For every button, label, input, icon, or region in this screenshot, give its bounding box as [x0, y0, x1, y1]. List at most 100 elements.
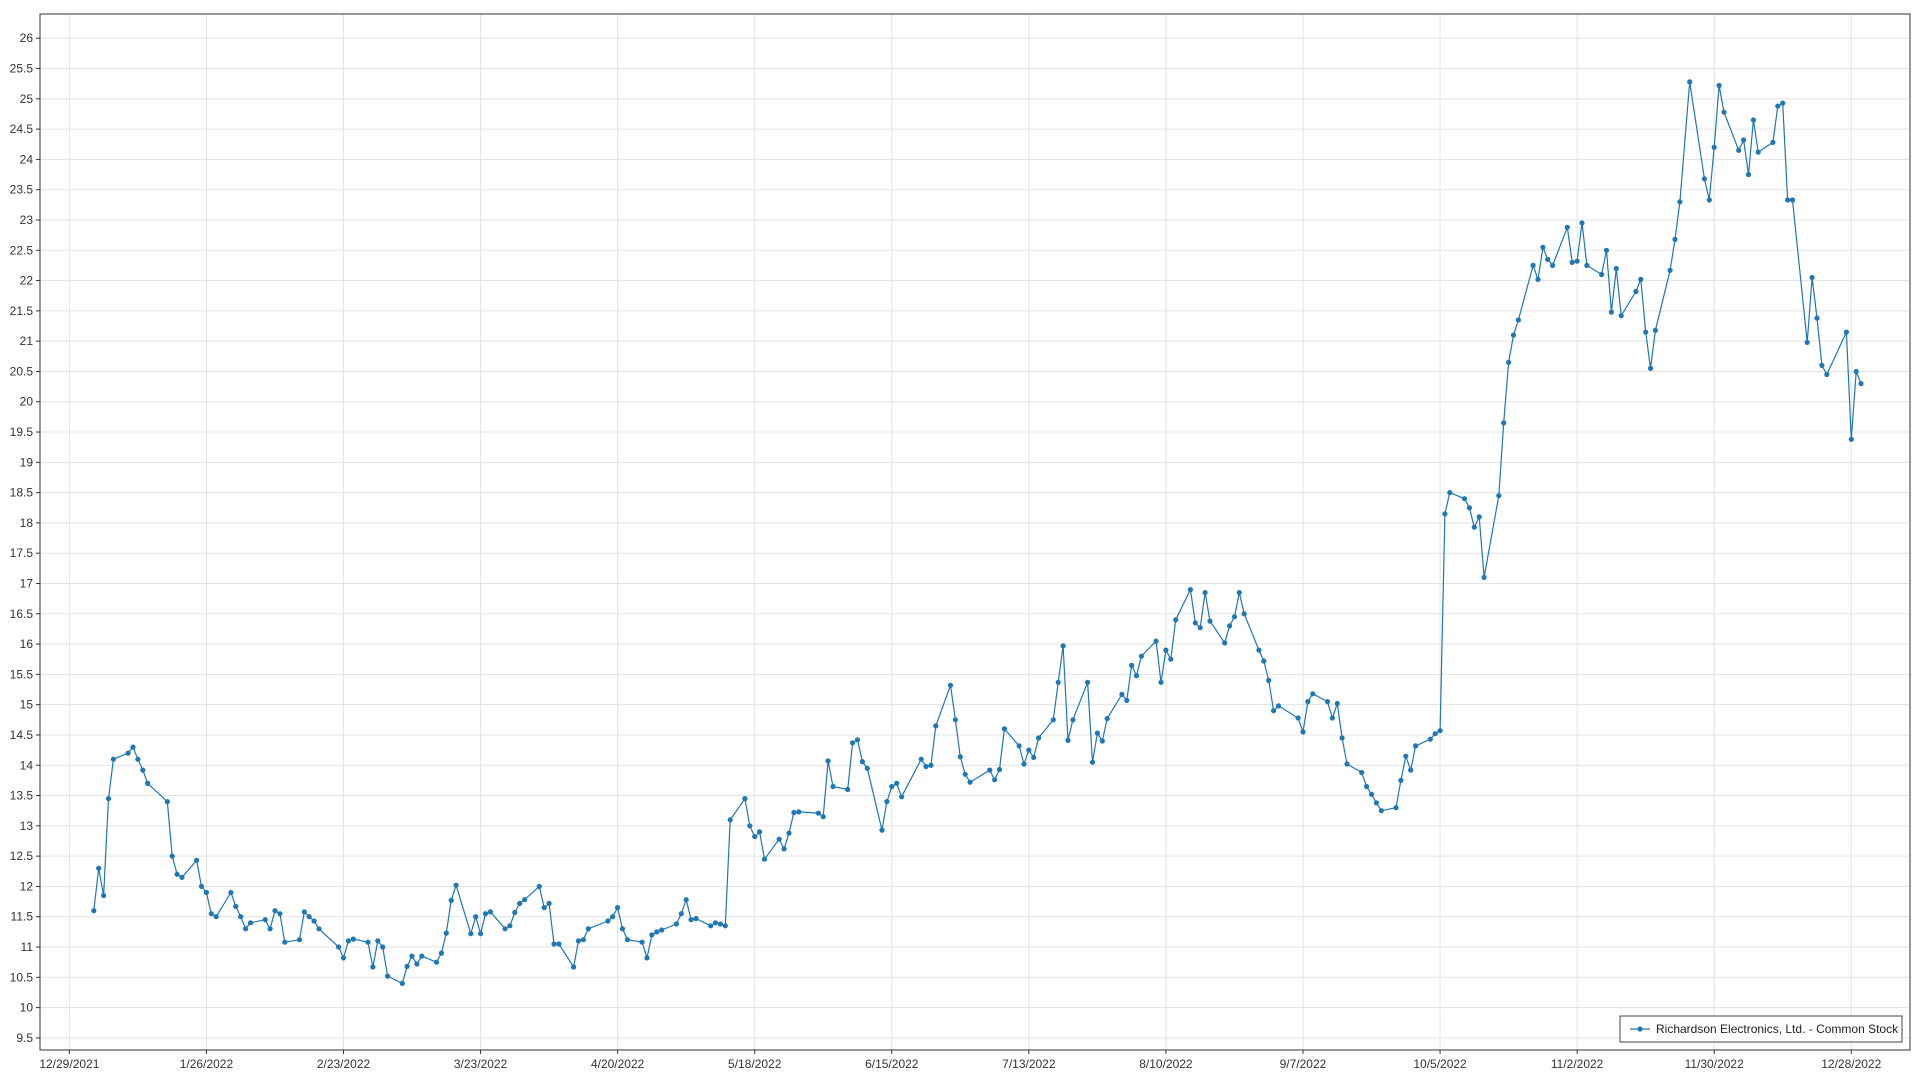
- data-point: [1373, 800, 1379, 806]
- y-tick-label: 10: [20, 1001, 34, 1015]
- y-tick-label: 21: [20, 334, 34, 348]
- data-point: [1305, 699, 1311, 705]
- data-point: [1153, 638, 1159, 644]
- data-point: [164, 799, 170, 805]
- y-tick-label: 11.5: [11, 910, 34, 924]
- data-point: [1706, 197, 1712, 203]
- data-point: [1741, 137, 1747, 143]
- data-point: [659, 927, 665, 933]
- data-point: [1231, 614, 1238, 620]
- data-point: [678, 911, 684, 917]
- x-tick-label: 7/13/2022: [1002, 1057, 1056, 1071]
- data-point: [761, 856, 768, 862]
- y-tick-label: 12.5: [10, 849, 34, 863]
- data-point: [228, 889, 234, 896]
- data-point: [306, 914, 312, 920]
- data-point: [1036, 735, 1042, 741]
- data-point: [1408, 767, 1414, 773]
- data-point: [1701, 176, 1707, 182]
- data-point: [404, 963, 410, 970]
- data-point: [522, 897, 528, 903]
- data-point: [282, 939, 288, 945]
- data-point: [1804, 339, 1810, 345]
- data-point: [1437, 728, 1443, 734]
- data-point: [624, 937, 631, 943]
- data-point: [169, 853, 175, 859]
- data-point: [1736, 147, 1742, 153]
- data-point: [1789, 197, 1796, 203]
- data-point: [1496, 493, 1502, 499]
- y-tick-label: 13: [20, 819, 34, 833]
- data-point: [1545, 256, 1551, 262]
- data-point: [1271, 708, 1277, 714]
- data-point: [1780, 100, 1786, 106]
- data-point: [1222, 640, 1228, 646]
- data-point: [140, 767, 146, 773]
- data-point: [1785, 197, 1791, 203]
- data-point: [1848, 436, 1854, 442]
- data-point: [580, 937, 587, 943]
- data-point: [996, 766, 1003, 773]
- data-point: [1550, 262, 1556, 268]
- data-point: [1398, 777, 1404, 784]
- y-axis: 9.5 10 10.5 11 11.5 12 12.5 13 13.5 14 14.5 15 15.5 1…: [10, 31, 40, 1045]
- data-point: [482, 911, 489, 917]
- y-tick-label: 17.5: [10, 546, 34, 560]
- data-point: [438, 950, 444, 956]
- data-point: [712, 920, 719, 926]
- data-point: [1256, 647, 1262, 653]
- data-point: [1329, 715, 1335, 721]
- data-point: [1652, 327, 1658, 333]
- data-point: [1227, 623, 1233, 629]
- data-point: [203, 889, 209, 896]
- x-tick-label: 11/30/2022: [1685, 1057, 1744, 1071]
- data-point: [1099, 738, 1105, 744]
- data-point: [1824, 371, 1830, 378]
- data-point: [213, 914, 219, 920]
- data-point: [585, 926, 591, 932]
- data-point: [928, 762, 934, 768]
- data-point: [1334, 700, 1340, 707]
- y-tick-label: 18.5: [10, 486, 34, 500]
- data-point: [1324, 699, 1331, 705]
- data-point: [845, 786, 851, 793]
- data-point: [708, 923, 714, 929]
- data-point: [1643, 329, 1649, 335]
- data-point: [1168, 656, 1174, 662]
- data-point: [1413, 743, 1419, 749]
- data-point: [1202, 590, 1208, 596]
- data-point: [385, 973, 391, 979]
- data-point: [1055, 679, 1061, 685]
- data-point: [1750, 117, 1756, 123]
- y-tick-label: 25.5: [10, 62, 34, 76]
- data-point: [796, 809, 802, 815]
- data-point: [1432, 731, 1438, 737]
- data-point: [1535, 276, 1541, 282]
- data-point: [1515, 317, 1521, 323]
- data-point: [1368, 791, 1375, 797]
- data-point: [1344, 761, 1350, 767]
- data-point: [1530, 262, 1536, 268]
- y-tick-label: 26: [20, 31, 34, 45]
- data-point: [693, 915, 699, 922]
- data-point: [1427, 736, 1433, 742]
- y-tick-label: 18: [20, 516, 34, 530]
- data-point: [791, 809, 797, 816]
- y-tick-label: 15: [20, 698, 34, 712]
- data-point: [375, 938, 381, 944]
- data-point: [409, 953, 415, 959]
- data-point: [340, 955, 347, 961]
- data-point: [1569, 259, 1575, 265]
- data-point: [884, 799, 890, 805]
- data-point: [1853, 368, 1859, 375]
- data-point: [1667, 267, 1673, 273]
- data-point: [889, 783, 895, 790]
- y-tick-label: 21.5: [10, 304, 34, 318]
- data-point: [1031, 754, 1037, 761]
- data-point: [820, 814, 826, 820]
- data-point: [448, 897, 454, 904]
- data-point: [850, 740, 856, 746]
- data-point: [1471, 524, 1477, 530]
- data-point: [1672, 236, 1678, 242]
- data-point: [272, 908, 278, 914]
